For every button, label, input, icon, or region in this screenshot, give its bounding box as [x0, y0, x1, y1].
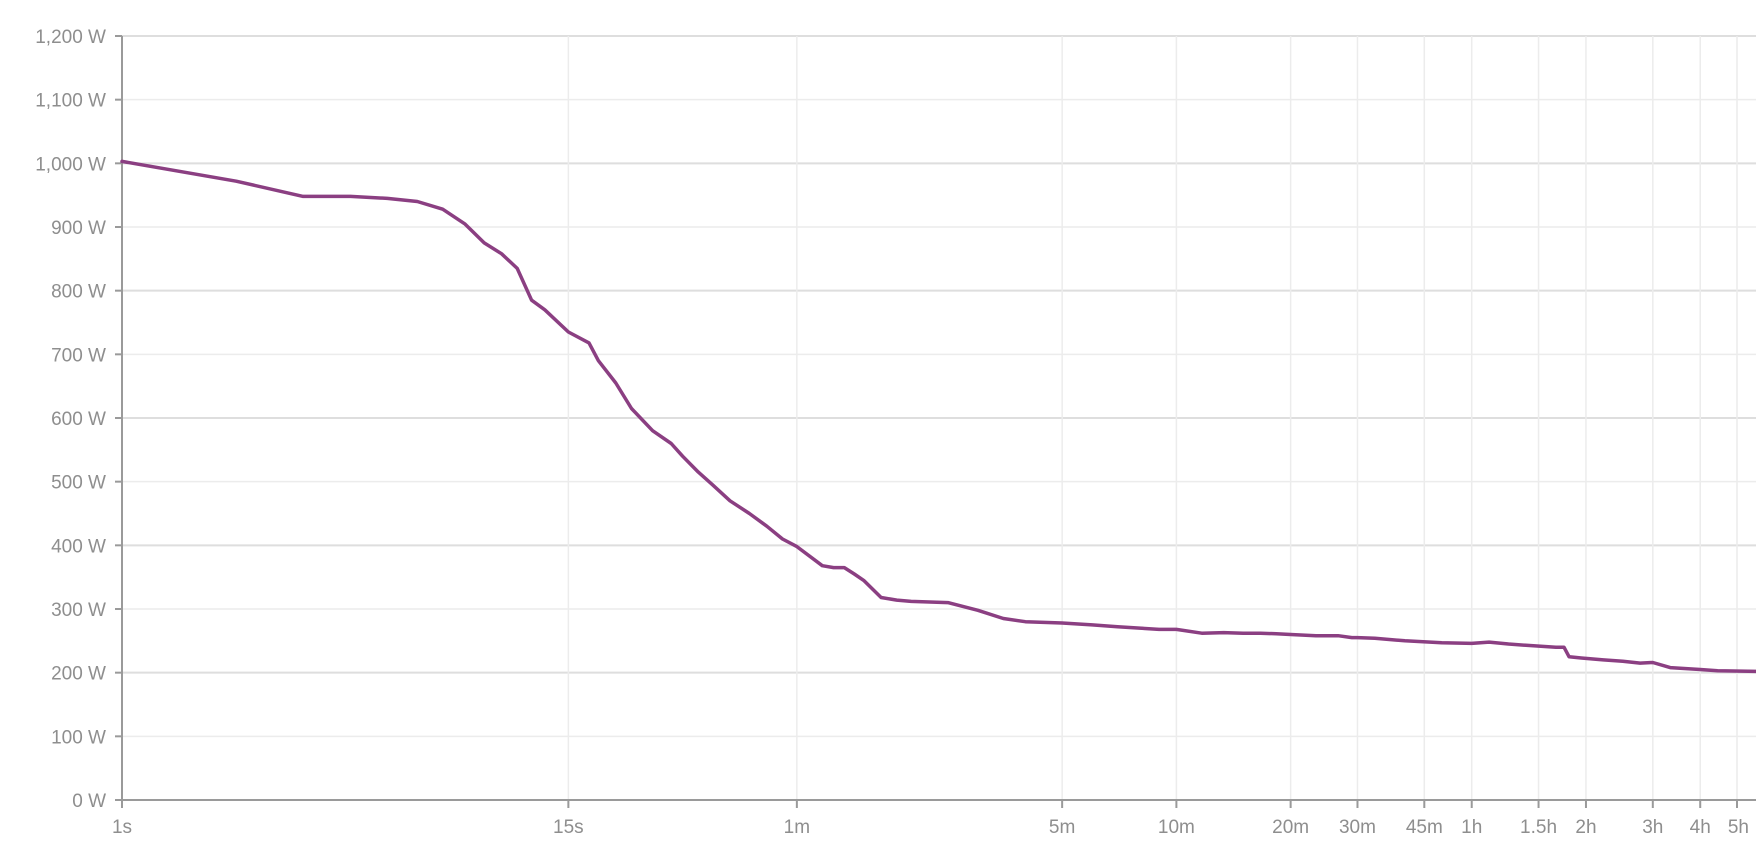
x-tick-label: 2h: [1575, 817, 1596, 838]
x-tick-label: 3h: [1642, 817, 1663, 838]
x-tick-label: 10m: [1158, 817, 1195, 838]
x-tick-label: 1m: [784, 817, 810, 838]
grid: [122, 35, 1756, 800]
x-tick-label: 15s: [553, 817, 584, 838]
series-layer: [120, 159, 1756, 674]
y-tick-label: 800 W: [51, 282, 106, 303]
x-tick-label: 30m: [1339, 817, 1376, 838]
y-tick-label: 1,100 W: [35, 91, 106, 112]
y-tick-label: 400 W: [51, 536, 106, 557]
tick-labels: 0 W 100 W 200 W 300 W 400 W 500 W 600 W 700 W 80…: [35, 27, 1749, 838]
x-tick-label: 1s: [112, 817, 132, 838]
x-tick-label: 1h: [1461, 817, 1482, 838]
x-tick-label: 45m: [1406, 817, 1443, 838]
y-tick-label: 1,000 W: [35, 154, 106, 175]
x-tick-label: 20m: [1272, 817, 1309, 838]
x-tick-label: 4h: [1690, 817, 1711, 838]
x-tick-label: 5h: [1728, 817, 1749, 838]
y-tick-label: 100 W: [51, 727, 106, 748]
y-tick-label: 600 W: [51, 409, 106, 430]
y-tick-label: 900 W: [51, 218, 106, 239]
y-tick-label: 1,200 W: [35, 27, 106, 48]
x-tick-label: 1.5h: [1520, 817, 1557, 838]
y-tick-label: 300 W: [51, 600, 106, 621]
y-tick-label: 0 W: [72, 791, 106, 812]
y-tick-label: 200 W: [51, 664, 106, 685]
axes: [115, 35, 1756, 808]
y-tick-label: 700 W: [51, 345, 106, 366]
x-tick-label: 5m: [1049, 817, 1075, 838]
power-curve-line: [120, 159, 1756, 674]
y-tick-label: 500 W: [51, 473, 106, 494]
